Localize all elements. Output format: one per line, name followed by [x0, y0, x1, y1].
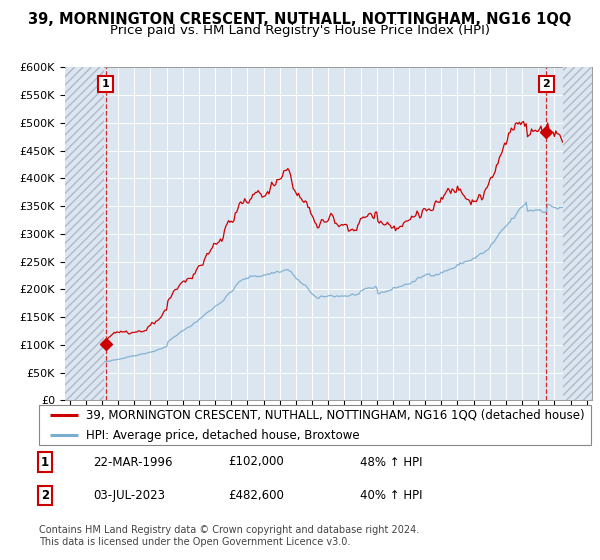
Text: 1: 1	[41, 455, 49, 469]
Text: 48% ↑ HPI: 48% ↑ HPI	[360, 455, 422, 469]
Text: £482,600: £482,600	[228, 489, 284, 502]
FancyBboxPatch shape	[39, 405, 591, 445]
Text: 39, MORNINGTON CRESCENT, NUTHALL, NOTTINGHAM, NG16 1QQ: 39, MORNINGTON CRESCENT, NUTHALL, NOTTIN…	[28, 12, 572, 27]
Text: £102,000: £102,000	[228, 455, 284, 469]
Bar	[563, 67, 592, 400]
Text: 40% ↑ HPI: 40% ↑ HPI	[360, 489, 422, 502]
Text: 22-MAR-1996: 22-MAR-1996	[93, 455, 173, 469]
Text: Contains HM Land Registry data © Crown copyright and database right 2024.
This d: Contains HM Land Registry data © Crown c…	[39, 525, 419, 547]
Text: 1: 1	[101, 79, 109, 89]
Text: 03-JUL-2023: 03-JUL-2023	[93, 489, 165, 502]
Bar	[65, 67, 104, 400]
Text: 39, MORNINGTON CRESCENT, NUTHALL, NOTTINGHAM, NG16 1QQ (detached house): 39, MORNINGTON CRESCENT, NUTHALL, NOTTIN…	[86, 408, 584, 422]
Text: 2: 2	[542, 79, 550, 89]
Text: 2: 2	[41, 489, 49, 502]
Text: HPI: Average price, detached house, Broxtowe: HPI: Average price, detached house, Brox…	[86, 428, 359, 442]
Text: Price paid vs. HM Land Registry's House Price Index (HPI): Price paid vs. HM Land Registry's House …	[110, 24, 490, 36]
